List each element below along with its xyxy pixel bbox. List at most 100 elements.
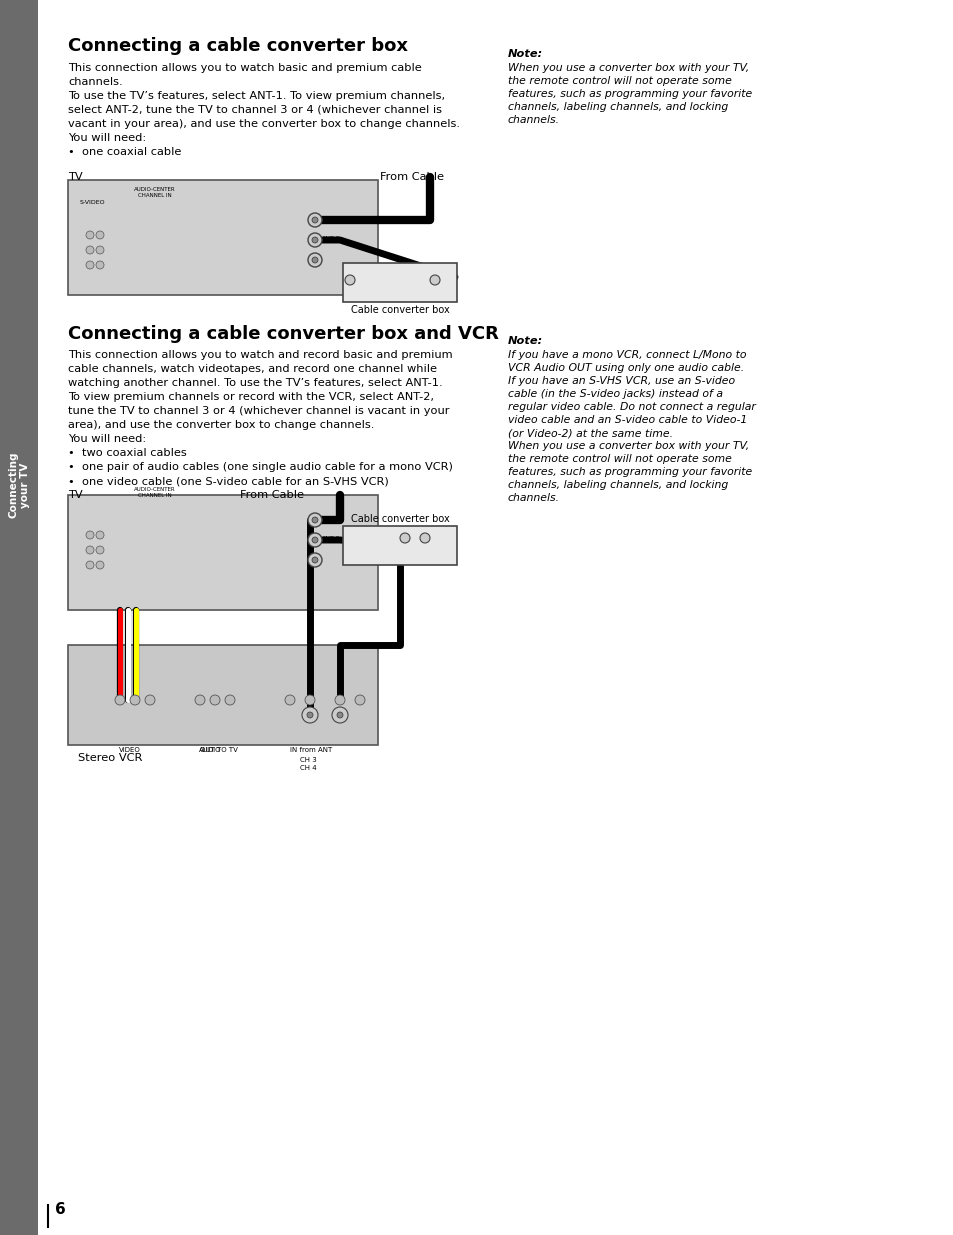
- Text: (or Video-2) at the same time.: (or Video-2) at the same time.: [507, 429, 673, 438]
- Circle shape: [86, 261, 94, 269]
- Text: area), and use the converter box to change channels.: area), and use the converter box to chan…: [68, 420, 374, 430]
- FancyBboxPatch shape: [0, 0, 38, 1235]
- Text: This connection allows you to watch basic and premium cable: This connection allows you to watch basi…: [68, 63, 421, 73]
- Text: cable (in the S-video jacks) instead of a: cable (in the S-video jacks) instead of …: [507, 389, 722, 399]
- Circle shape: [312, 517, 317, 522]
- Circle shape: [308, 553, 322, 567]
- Circle shape: [305, 695, 314, 705]
- Circle shape: [308, 513, 322, 527]
- Text: •  one video cable (one S-video cable for an S-VHS VCR): • one video cable (one S-video cable for…: [68, 475, 388, 487]
- Circle shape: [312, 237, 317, 243]
- Circle shape: [430, 275, 439, 285]
- Circle shape: [308, 212, 322, 227]
- Text: Cable converter box: Cable converter box: [351, 305, 449, 315]
- Circle shape: [312, 557, 317, 563]
- Circle shape: [86, 546, 94, 555]
- Text: channels.: channels.: [507, 115, 559, 125]
- Text: IN: IN: [353, 535, 364, 543]
- Circle shape: [145, 695, 154, 705]
- Text: regular video cable. Do not connect a regular: regular video cable. Do not connect a re…: [507, 403, 755, 412]
- Text: From Cable: From Cable: [240, 490, 304, 500]
- Text: ANT-1: ANT-1: [322, 516, 340, 521]
- Text: vacant in your area), and use the converter box to change channels.: vacant in your area), and use the conver…: [68, 119, 459, 128]
- Text: Connecting a cable converter box and VCR: Connecting a cable converter box and VCR: [68, 325, 498, 343]
- Circle shape: [307, 713, 313, 718]
- Circle shape: [419, 534, 430, 543]
- Text: watching another channel. To use the TV’s features, select ANT-1.: watching another channel. To use the TV’…: [68, 378, 442, 388]
- FancyBboxPatch shape: [68, 495, 377, 610]
- Text: ANT-1: ANT-1: [322, 216, 340, 221]
- Text: Connecting
your TV: Connecting your TV: [9, 452, 30, 519]
- Circle shape: [335, 695, 345, 705]
- Text: ANT-2: ANT-2: [322, 236, 340, 241]
- FancyBboxPatch shape: [343, 263, 456, 303]
- Text: You will need:: You will need:: [68, 133, 146, 143]
- Circle shape: [399, 534, 410, 543]
- Circle shape: [336, 713, 343, 718]
- Text: If you have a mono VCR, connect L/Mono to: If you have a mono VCR, connect L/Mono t…: [507, 350, 745, 359]
- Text: •  one coaxial cable: • one coaxial cable: [68, 147, 181, 157]
- Text: 6: 6: [55, 1202, 66, 1216]
- Text: AUDIO: AUDIO: [198, 747, 221, 753]
- FancyBboxPatch shape: [68, 645, 377, 745]
- Text: select ANT-2, tune the TV to channel 3 or 4 (whichever channel is: select ANT-2, tune the TV to channel 3 o…: [68, 105, 441, 115]
- Circle shape: [308, 253, 322, 267]
- Text: When you use a converter box with your TV,: When you use a converter box with your T…: [507, 63, 748, 73]
- Text: channels.: channels.: [507, 493, 559, 503]
- Text: CH 4: CH 4: [299, 764, 316, 771]
- Circle shape: [86, 531, 94, 538]
- Circle shape: [194, 695, 205, 705]
- Text: CH 3: CH 3: [299, 757, 316, 763]
- Circle shape: [86, 561, 94, 569]
- Circle shape: [355, 695, 365, 705]
- Text: Note:: Note:: [507, 336, 542, 346]
- Circle shape: [225, 695, 234, 705]
- Circle shape: [345, 275, 355, 285]
- Circle shape: [86, 231, 94, 240]
- Text: IN from ANT: IN from ANT: [290, 747, 332, 753]
- Text: OUT: OUT: [353, 547, 374, 556]
- Text: channels.: channels.: [68, 77, 123, 86]
- Text: This connection allows you to watch and record basic and premium: This connection allows you to watch and …: [68, 350, 452, 359]
- Text: video cable and an S-video cable to Video-1: video cable and an S-video cable to Vide…: [507, 415, 746, 425]
- Text: TV: TV: [68, 490, 83, 500]
- Text: the remote control will not operate some: the remote control will not operate some: [507, 77, 731, 86]
- Text: features, such as programming your favorite: features, such as programming your favor…: [507, 89, 752, 99]
- Text: VCR Audio OUT using only one audio cable.: VCR Audio OUT using only one audio cable…: [507, 363, 743, 373]
- Text: Cable converter box: Cable converter box: [351, 514, 449, 524]
- FancyBboxPatch shape: [343, 526, 456, 564]
- Text: OUT TO TV: OUT TO TV: [200, 747, 237, 753]
- Text: If you have an S-VHS VCR, use an S-video: If you have an S-VHS VCR, use an S-video: [507, 375, 735, 387]
- Circle shape: [96, 546, 104, 555]
- Text: To view premium channels or record with the VCR, select ANT-2,: To view premium channels or record with …: [68, 391, 434, 403]
- Circle shape: [312, 217, 317, 224]
- Circle shape: [86, 246, 94, 254]
- Text: Note:: Note:: [507, 49, 542, 59]
- Text: ANT-2: ANT-2: [322, 536, 340, 541]
- Text: tune the TV to channel 3 or 4 (whichever channel is vacant in your: tune the TV to channel 3 or 4 (whichever…: [68, 406, 449, 416]
- Circle shape: [96, 261, 104, 269]
- Text: VIDEO: VIDEO: [119, 747, 141, 753]
- Text: From Cable: From Cable: [379, 172, 443, 182]
- Circle shape: [302, 706, 317, 722]
- Circle shape: [332, 706, 348, 722]
- Text: When you use a converter box with your TV,: When you use a converter box with your T…: [507, 441, 748, 451]
- Text: Stereo VCR: Stereo VCR: [78, 753, 142, 763]
- Circle shape: [96, 531, 104, 538]
- Text: channels, labeling channels, and locking: channels, labeling channels, and locking: [507, 103, 727, 112]
- Circle shape: [312, 257, 317, 263]
- Circle shape: [312, 537, 317, 543]
- Circle shape: [115, 695, 125, 705]
- Text: OUT      IN: OUT IN: [359, 278, 402, 287]
- Text: To use the TV’s features, select ANT-1. To view premium channels,: To use the TV’s features, select ANT-1. …: [68, 91, 445, 101]
- Text: •  two coaxial cables: • two coaxial cables: [68, 448, 187, 458]
- FancyBboxPatch shape: [68, 180, 377, 295]
- Circle shape: [308, 534, 322, 547]
- Text: AUDIO-CENTER
CHANNEL IN: AUDIO-CENTER CHANNEL IN: [134, 186, 175, 198]
- Text: cable channels, watch videotapes, and record one channel while: cable channels, watch videotapes, and re…: [68, 364, 436, 374]
- Text: channels, labeling channels, and locking: channels, labeling channels, and locking: [507, 480, 727, 490]
- Text: TV: TV: [68, 172, 83, 182]
- Circle shape: [210, 695, 220, 705]
- Text: Connecting a cable converter box: Connecting a cable converter box: [68, 37, 408, 56]
- Circle shape: [96, 561, 104, 569]
